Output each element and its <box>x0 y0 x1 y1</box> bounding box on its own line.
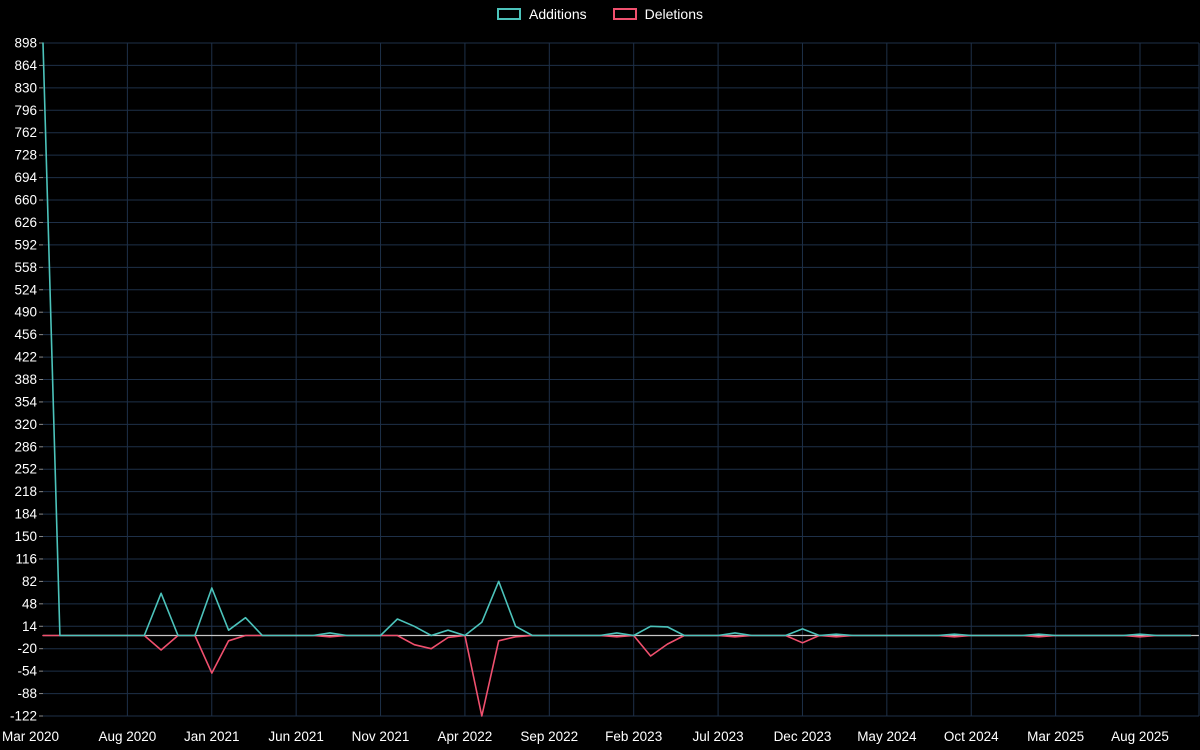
svg-text:48: 48 <box>22 596 37 611</box>
legend-item-deletions[interactable]: Deletions <box>612 6 703 22</box>
svg-text:626: 626 <box>14 215 37 230</box>
chart-legend: Additions Deletions <box>0 6 1200 22</box>
legend-label-additions: Additions <box>529 6 587 22</box>
svg-text:Jan 2021: Jan 2021 <box>184 729 240 744</box>
svg-text:Aug 2020: Aug 2020 <box>98 729 156 744</box>
svg-text:388: 388 <box>14 372 37 387</box>
svg-text:456: 456 <box>14 327 37 342</box>
svg-text:286: 286 <box>14 439 37 454</box>
svg-text:14: 14 <box>22 619 38 634</box>
svg-text:830: 830 <box>14 80 37 95</box>
svg-text:728: 728 <box>14 148 37 163</box>
svg-text:524: 524 <box>14 282 37 297</box>
svg-text:184: 184 <box>14 507 37 522</box>
svg-text:May 2024: May 2024 <box>857 729 917 744</box>
svg-text:Aug 2025: Aug 2025 <box>1111 729 1169 744</box>
svg-text:354: 354 <box>14 394 37 409</box>
svg-text:252: 252 <box>14 462 37 477</box>
svg-text:Oct 2024: Oct 2024 <box>944 729 999 744</box>
svg-text:796: 796 <box>14 103 37 118</box>
svg-text:-88: -88 <box>17 686 37 701</box>
svg-text:558: 558 <box>14 260 37 275</box>
svg-text:Sep 2022: Sep 2022 <box>520 729 578 744</box>
svg-text:Nov 2021: Nov 2021 <box>352 729 410 744</box>
svg-text:320: 320 <box>14 417 37 432</box>
svg-text:116: 116 <box>15 551 37 566</box>
svg-text:218: 218 <box>14 484 37 499</box>
svg-text:-20: -20 <box>17 641 37 656</box>
svg-text:Jun 2021: Jun 2021 <box>268 729 324 744</box>
svg-text:82: 82 <box>22 574 37 589</box>
legend-item-additions[interactable]: Additions <box>497 6 587 22</box>
svg-text:592: 592 <box>14 237 37 252</box>
deletions-swatch-icon <box>612 8 637 20</box>
svg-text:898: 898 <box>14 36 37 51</box>
svg-text:Apr 2022: Apr 2022 <box>438 729 493 744</box>
additions-swatch-icon <box>497 8 522 20</box>
svg-text:660: 660 <box>14 193 37 208</box>
svg-text:694: 694 <box>14 170 37 185</box>
svg-text:150: 150 <box>14 529 37 544</box>
svg-text:762: 762 <box>14 125 37 140</box>
svg-text:Jul 2023: Jul 2023 <box>693 729 744 744</box>
svg-text:Mar 2025: Mar 2025 <box>1027 729 1084 744</box>
svg-text:-122: -122 <box>10 709 37 724</box>
svg-text:864: 864 <box>14 58 37 73</box>
svg-text:422: 422 <box>14 350 37 365</box>
svg-text:490: 490 <box>14 305 37 320</box>
svg-text:Feb 2023: Feb 2023 <box>605 729 662 744</box>
svg-text:Dec 2023: Dec 2023 <box>774 729 832 744</box>
legend-label-deletions: Deletions <box>644 6 703 22</box>
svg-text:-54: -54 <box>17 664 37 679</box>
svg-text:Mar 2020: Mar 2020 <box>2 729 59 744</box>
